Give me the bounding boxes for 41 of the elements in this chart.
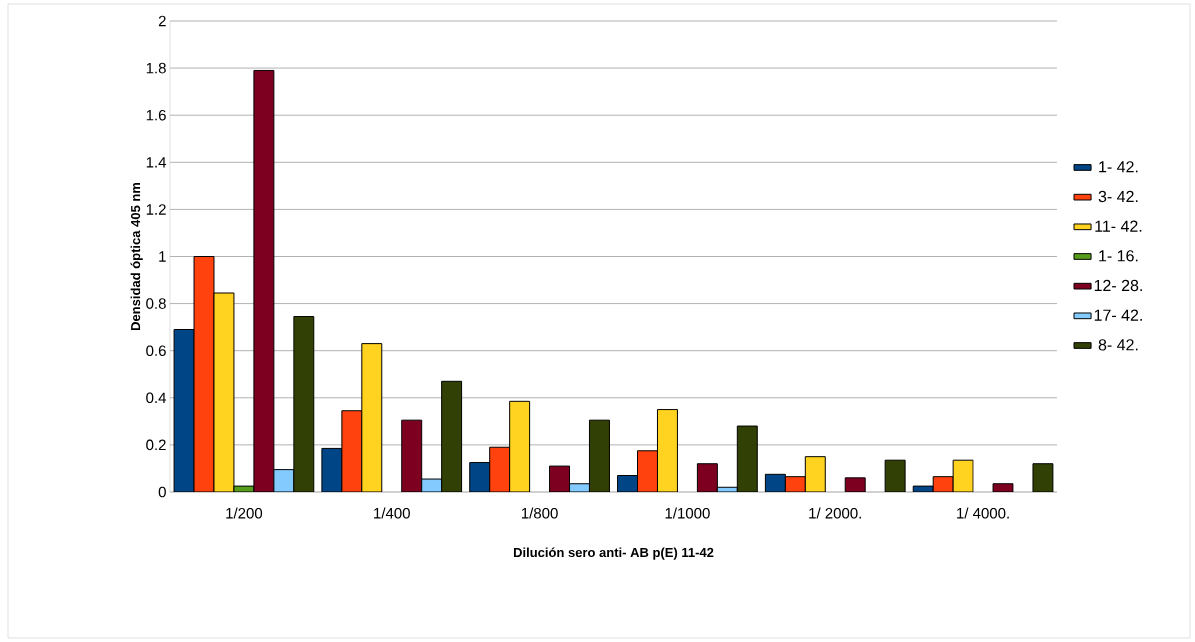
- x-tick-label: 1/1000: [665, 507, 710, 519]
- y-tick-label: 0.8: [146, 298, 166, 309]
- legend-label: 8- 42.: [1098, 339, 1138, 351]
- y-tick-label: 0.2: [146, 439, 166, 451]
- bar: [193, 255, 215, 492]
- bar: [588, 419, 610, 492]
- bar: [509, 400, 531, 492]
- bar: [361, 343, 383, 492]
- legend-label: 3- 42.: [1098, 190, 1138, 203]
- legend-label: 1- 16.: [1099, 250, 1138, 262]
- y-tick-label: 1.4: [146, 157, 167, 168]
- bar: [804, 456, 826, 492]
- bar: [401, 419, 423, 492]
- legend-label: 12- 28.: [1094, 279, 1142, 292]
- bar: [736, 425, 758, 492]
- legend-label: 11- 42.: [1095, 220, 1142, 232]
- bar: [637, 450, 658, 492]
- bar: [253, 69, 275, 492]
- y-tick-label: 1.2: [146, 204, 166, 215]
- y-tick-label: 1.6: [146, 109, 166, 121]
- y-tick-label: 1: [159, 251, 166, 262]
- legend-label: 17- 42.: [1094, 309, 1142, 321]
- bar: [293, 316, 315, 492]
- bar: [656, 409, 678, 492]
- x-tick-label: 1/400: [374, 507, 410, 519]
- bar: [696, 463, 718, 492]
- y-axis-title: Densidad óptica 405 nm: [130, 182, 143, 331]
- x-tick-label: 1/200: [226, 507, 263, 519]
- x-axis-title: Dilución sero anti- AB p(E) 11-42: [513, 547, 714, 560]
- bar: [441, 380, 463, 492]
- bar: [469, 462, 491, 492]
- y-tick-label: 0: [158, 486, 166, 498]
- y-tick-label: 0.4: [146, 392, 167, 404]
- x-tick-label: 1/800: [521, 507, 558, 519]
- y-tick-label: 0.6: [146, 345, 166, 356]
- bar: [489, 446, 511, 492]
- x-tick-label: 1/ 2000.: [809, 507, 861, 519]
- y-tick-label: 2: [158, 15, 166, 27]
- y-tick-label: 1.8: [146, 62, 166, 74]
- legend-label: 1- 42.: [1099, 161, 1138, 173]
- x-tick-label: 1/ 4000.: [957, 507, 1009, 519]
